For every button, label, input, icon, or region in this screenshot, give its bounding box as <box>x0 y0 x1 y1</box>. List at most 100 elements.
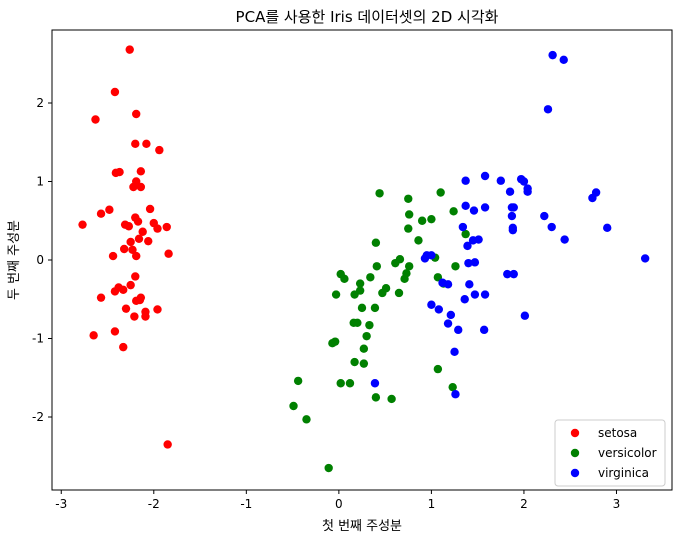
scatter-point-versicolor-39 <box>328 339 337 348</box>
scatter-point-virginica-15 <box>588 193 597 203</box>
scatter-point-setosa-36 <box>110 287 120 296</box>
scatter-point-virginica-40 <box>470 290 480 299</box>
scatter-point-setosa-48 <box>89 331 98 340</box>
scatter-point-versicolor-32 <box>370 303 380 313</box>
scatter-point-versicolor-12 <box>391 258 400 268</box>
scatter-point-setosa-20 <box>153 224 162 233</box>
scatter-point-virginica-50 <box>450 347 459 357</box>
scatter-point-versicolor-41 <box>359 359 369 368</box>
x-tick-label: 2 <box>520 497 528 511</box>
scatter-point-virginica-3 <box>480 171 490 181</box>
x-tick-label: 3 <box>613 497 621 511</box>
scatter-point-setosa-32 <box>164 249 173 258</box>
scatter-point-versicolor-45 <box>293 376 303 386</box>
scatter-point-versicolor-10 <box>371 238 381 247</box>
scatter-point-versicolor-5 <box>427 214 436 224</box>
y-tick-label: 1 <box>36 175 44 189</box>
scatter-point-versicolor-46 <box>371 393 381 402</box>
scatter-point-setosa-14 <box>96 209 106 218</box>
scatter-point-virginica-4 <box>496 176 506 185</box>
scatter-point-virginica-20 <box>547 222 556 232</box>
scatter-point-virginica-31 <box>420 254 430 263</box>
scatter-point-virginica-9 <box>523 187 532 196</box>
scatter-point-versicolor-1 <box>436 188 445 197</box>
scatter-point-virginica-2 <box>543 105 553 114</box>
scatter-point-virginica-12 <box>507 203 517 212</box>
scatter-point-virginica-10 <box>505 187 515 196</box>
scatter-point-setosa-31 <box>132 251 141 261</box>
scatter-point-virginica-24 <box>508 225 518 235</box>
x-axis-label: 첫 번째 주성분 <box>322 519 402 534</box>
x-tick-label: -1 <box>240 497 252 511</box>
y-tick-label: 0 <box>36 253 44 267</box>
scatter-point-virginica-19 <box>469 206 479 215</box>
scatter-point-setosa-26 <box>144 236 153 246</box>
scatter-point-setosa-45 <box>141 312 150 321</box>
scatter-point-virginica-30 <box>427 251 436 260</box>
scatter-point-versicolor-26 <box>451 262 460 271</box>
y-tick-label: 2 <box>36 96 44 110</box>
legend-marker-virginica <box>570 468 580 478</box>
scatter-point-versicolor-50 <box>324 463 333 473</box>
scatter-point-versicolor-37 <box>359 344 369 353</box>
scatter-point-virginica-17 <box>540 211 549 221</box>
x-tick-label: -2 <box>148 497 160 511</box>
scatter-point-virginica-5 <box>461 176 470 185</box>
scatter-point-versicolor-21 <box>366 273 375 282</box>
scatter-point-versicolor-49 <box>302 415 311 424</box>
scatter-point-setosa-18 <box>124 222 134 231</box>
scatter-point-setosa-44 <box>153 305 162 314</box>
scatter-point-versicolor-0 <box>375 189 384 198</box>
scatter-point-setosa-33 <box>131 272 140 281</box>
scatter-point-virginica-46 <box>520 311 530 320</box>
scatter-point-setosa-21 <box>162 222 171 232</box>
scatter-point-versicolor-4 <box>404 210 414 219</box>
scatter-point-versicolor-35 <box>365 320 374 330</box>
scatter-point-versicolor-19 <box>400 274 409 284</box>
scatter-point-setosa-30 <box>108 251 118 261</box>
scatter-point-versicolor-7 <box>461 229 470 239</box>
scatter-point-versicolor-9 <box>414 236 423 245</box>
y-axis-label: 두 번째 주성분 <box>7 220 22 300</box>
scatter-point-setosa-4 <box>142 139 151 149</box>
scatter-point-setosa-9 <box>136 167 146 176</box>
scatter-point-virginica-42 <box>460 295 469 304</box>
scatter-point-versicolor-40 <box>350 357 359 367</box>
scatter-point-setosa-15 <box>145 204 155 214</box>
scatter-point-virginica-52 <box>451 390 460 399</box>
scatter-point-versicolor-31 <box>357 303 367 313</box>
legend-label-setosa: setosa <box>598 426 637 440</box>
scatter-point-virginica-44 <box>434 305 444 314</box>
scatter-point-virginica-0 <box>548 50 557 60</box>
legend-frame <box>554 419 666 487</box>
scatter-point-versicolor-22 <box>355 279 365 288</box>
scatter-point-virginica-32 <box>470 258 480 267</box>
scatter-point-setosa-35 <box>119 285 128 295</box>
scatter-point-virginica-39 <box>443 280 453 289</box>
x-tick-label: 0 <box>335 497 343 511</box>
scatter-point-virginica-34 <box>640 254 650 263</box>
scatter-point-setosa-1 <box>110 87 120 97</box>
scatter-point-virginica-25 <box>458 222 468 232</box>
scatter-point-virginica-47 <box>443 319 453 328</box>
scatter-point-versicolor-48 <box>289 401 298 411</box>
x-tick-label: -3 <box>55 497 67 511</box>
scatter-point-versicolor-18 <box>340 274 349 284</box>
scatter-point-virginica-51 <box>370 379 380 388</box>
scatter-point-setosa-2 <box>91 115 100 124</box>
scatter-point-setosa-41 <box>135 295 145 305</box>
scatter-point-setosa-49 <box>119 342 128 352</box>
scatter-point-setosa-23 <box>133 217 143 226</box>
scatter-point-versicolor-43 <box>336 379 345 388</box>
points-layer <box>78 45 650 473</box>
scatter-point-versicolor-42 <box>433 364 443 374</box>
scatter-point-versicolor-30 <box>350 290 359 299</box>
scatter-point-virginica-1 <box>559 55 568 65</box>
scatter-point-virginica-48 <box>479 325 489 335</box>
scatter-point-virginica-49 <box>454 325 463 335</box>
scatter-point-virginica-41 <box>480 290 490 299</box>
scatter-point-setosa-13 <box>105 205 114 214</box>
scatter-point-versicolor-20 <box>433 273 443 282</box>
scatter-point-virginica-33 <box>464 258 473 268</box>
